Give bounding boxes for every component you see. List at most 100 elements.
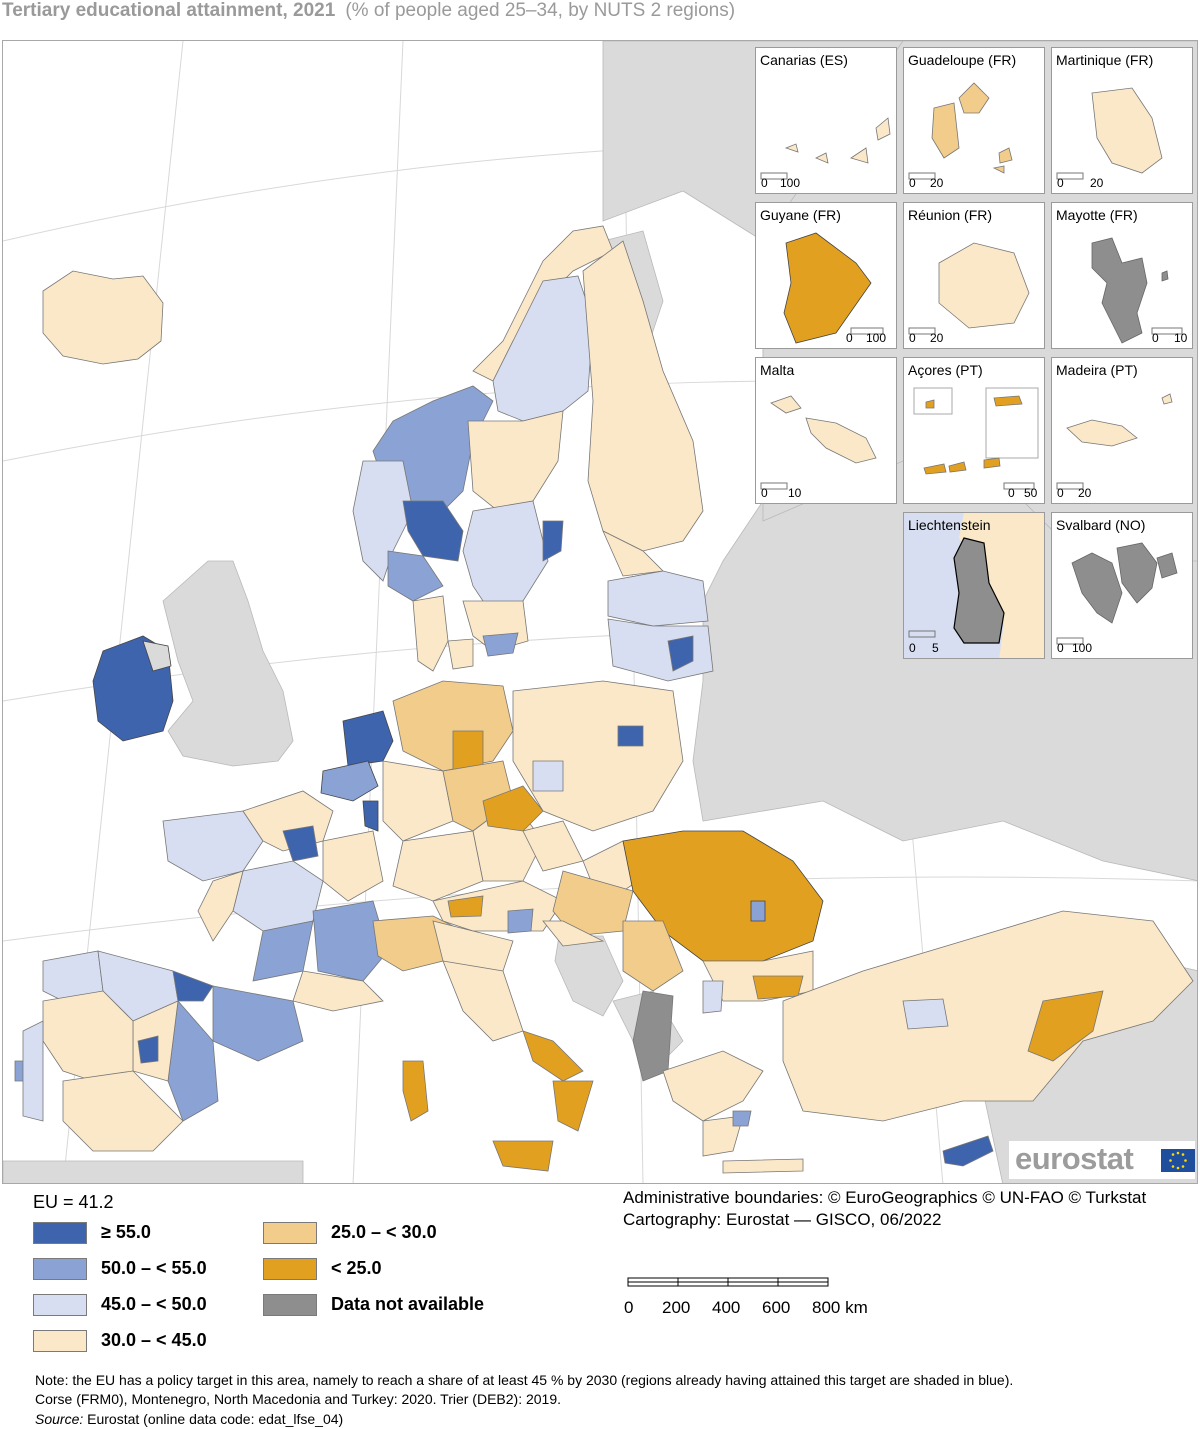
legend-swatch	[263, 1222, 317, 1244]
inset-scale-start: 0	[1152, 331, 1159, 345]
inset-malta: Malta 0 10	[755, 357, 897, 504]
inset-label: Réunion (FR)	[908, 207, 993, 223]
footnote: Note: the EU has a policy target in this…	[35, 1372, 1014, 1407]
source-line: Source: Eurostat (online data code: edat…	[35, 1411, 343, 1427]
inset-scale-end: 50	[1024, 486, 1038, 500]
scale-label: 600	[762, 1298, 791, 1317]
inset-label: Martinique (FR)	[1056, 52, 1154, 68]
scale-label: 200	[662, 1298, 691, 1317]
map-title-row: Tertiary educational attainment, 2021 (% …	[2, 0, 735, 30]
poland	[512, 680, 684, 832]
inset-label: Madeira (PT)	[1056, 362, 1138, 378]
balkans-west	[542, 920, 724, 1082]
inset-madeira: Madeira (PT) 0 20	[1051, 357, 1193, 504]
eu-flag-icon	[1161, 1149, 1195, 1172]
inset-map	[913, 387, 1039, 490]
eu-average: EU = 41.2	[33, 1192, 114, 1212]
inset-scale-start: 0	[1008, 486, 1015, 500]
inset-scale-start: 0	[1057, 486, 1064, 500]
inset-scale-start: 0	[909, 331, 916, 345]
legend-swatch	[263, 1258, 317, 1280]
scale-bar-graphic	[627, 1277, 829, 1287]
inset-reunion: Réunion (FR) 0 20	[903, 202, 1045, 349]
inset-svalbard: Svalbard (NO) 0 100	[1051, 512, 1193, 659]
legend-label: ≥ 55.0	[101, 1222, 151, 1242]
inset-scale-end: 10	[1174, 331, 1188, 345]
inset-label: Guyane (FR)	[760, 207, 841, 223]
eurostat-logo: eurostat	[1009, 1141, 1195, 1179]
inset-map	[1056, 87, 1163, 180]
scale-label: 800 km	[812, 1298, 868, 1317]
credits-boundaries: Administrative boundaries: © EuroGeograp…	[623, 1188, 1147, 1207]
great-britain	[162, 560, 294, 767]
inset-guyane: Guyane (FR) 0 100	[755, 202, 897, 349]
inset-map	[904, 513, 1044, 658]
france	[162, 790, 429, 1122]
cyprus	[942, 1135, 994, 1167]
legend-swatch	[33, 1330, 87, 1352]
inset-scale-start: 0	[1057, 176, 1064, 190]
map-frame: Canarias (ES) 0 100 Guadeloupe (FR) 0 20…	[2, 40, 1198, 1184]
norway	[352, 225, 614, 602]
benelux	[320, 710, 394, 832]
inset-label: Liechtenstein	[908, 517, 991, 533]
iceland	[42, 270, 164, 365]
legend-swatch	[33, 1258, 87, 1280]
inset-acores: Açores (PT) 0 50	[903, 357, 1045, 504]
turkey	[782, 910, 1194, 1122]
north-africa	[3, 1160, 304, 1183]
inset-label: Svalbard (NO)	[1056, 517, 1146, 533]
finland	[582, 240, 704, 577]
map-title: Tertiary educational attainment, 2021	[2, 0, 336, 21]
inset-scale-end: 20	[1090, 176, 1104, 190]
inset-scale-end: 20	[930, 176, 944, 190]
credits-cartography: Cartography: Eurostat — GISCO, 06/2022	[623, 1210, 942, 1229]
inset-label: Mayotte (FR)	[1056, 207, 1138, 223]
romania	[622, 830, 824, 962]
inset-map	[760, 117, 891, 180]
legend-label: Data not available	[331, 1294, 485, 1314]
inset-scale-start: 0	[1057, 641, 1064, 655]
inset-scale-end: 100	[866, 331, 887, 345]
legend-label: 30.0 – < 45.0	[101, 1330, 207, 1350]
inset-scale-start: 0	[846, 331, 853, 345]
inset-scale-start: 0	[761, 176, 768, 190]
inset-scale-start: 0	[909, 641, 916, 655]
inset-label: Guadeloupe (FR)	[908, 52, 1017, 68]
inset-label: Malta	[760, 362, 795, 378]
legend-label: 50.0 – < 55.0	[101, 1258, 207, 1278]
inset-liechtenstein: Liechtenstein 0 5	[903, 512, 1045, 659]
inset-scale-end: 20	[930, 331, 944, 345]
inset-canarias: Canarias (ES) 0 100	[755, 47, 897, 194]
map-subtitle: (% of people aged 25–34, by NUTS 2 regio…	[345, 0, 736, 21]
inset-scale-end: 100	[1072, 641, 1093, 655]
iberia	[14, 950, 304, 1152]
legend-swatch	[33, 1222, 87, 1244]
legend-swatch	[263, 1294, 317, 1316]
inset-scale-end: 100	[780, 176, 801, 190]
source-prefix: Source:	[35, 1411, 84, 1427]
source-text: Eurostat (online data code: edat_lfse_04…	[83, 1411, 344, 1427]
baltics	[607, 570, 714, 682]
legend-label: 25.0 – < 30.0	[331, 1222, 437, 1242]
germany	[382, 680, 544, 902]
inset-scale-start: 0	[909, 176, 916, 190]
inset-map	[1091, 237, 1183, 344]
ireland	[92, 635, 174, 742]
greece	[662, 1050, 804, 1174]
sweden	[462, 275, 594, 657]
scale-label: 400	[712, 1298, 741, 1317]
scale-bar: 0 200 400 600 800 km	[620, 1272, 900, 1322]
bosnia	[554, 935, 624, 1017]
credits: Administrative boundaries: © EuroGeograp…	[623, 1187, 1146, 1231]
inset-scale-end: 20	[1078, 486, 1092, 500]
inset-map	[1056, 393, 1173, 490]
inset-scale-start: 0	[761, 486, 768, 500]
inset-map	[908, 242, 1030, 335]
inset-map	[783, 232, 884, 344]
inset-guadeloupe: Guadeloupe (FR) 0 20	[903, 47, 1045, 194]
inset-map	[908, 82, 1013, 180]
italy	[372, 915, 594, 1172]
inset-map	[1056, 542, 1178, 645]
legend-label: < 25.0	[331, 1258, 382, 1278]
